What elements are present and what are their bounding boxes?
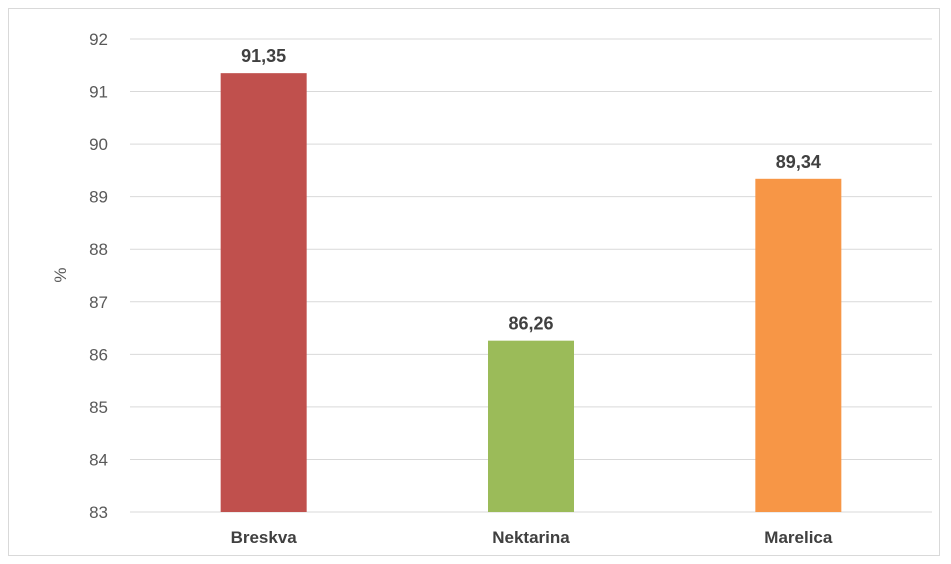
data-label: 91,35	[241, 46, 286, 66]
category-label: Nektarina	[492, 528, 570, 547]
bar-nektarina	[488, 340, 574, 512]
y-tick-label: 84	[89, 450, 108, 469]
data-label: 89,34	[776, 152, 821, 172]
bar-breskva	[220, 73, 307, 513]
data-labels: 91,35 86,26 89,34	[241, 46, 821, 334]
bars	[220, 73, 842, 513]
y-tick-label: 89	[89, 188, 108, 207]
y-tick-label: 85	[89, 398, 108, 417]
y-tick-label: 86	[89, 345, 108, 364]
y-tick-label: 91	[89, 83, 108, 102]
data-label: 86,26	[508, 314, 553, 334]
y-tick-label: 90	[89, 135, 108, 154]
y-axis-ticks: 83 84 85 86 87 88 89 90 91 92	[89, 30, 108, 522]
category-label: Marelica	[764, 528, 833, 547]
y-tick-label: 88	[89, 240, 108, 259]
category-labels: Breskva Nektarina Marelica	[231, 528, 833, 547]
y-axis-label: %	[51, 267, 70, 282]
y-tick-label: 83	[89, 503, 108, 522]
bar-marelica	[755, 178, 842, 512]
category-label: Breskva	[231, 528, 298, 547]
y-tick-label: 92	[89, 30, 108, 49]
y-tick-label: 87	[89, 293, 108, 312]
